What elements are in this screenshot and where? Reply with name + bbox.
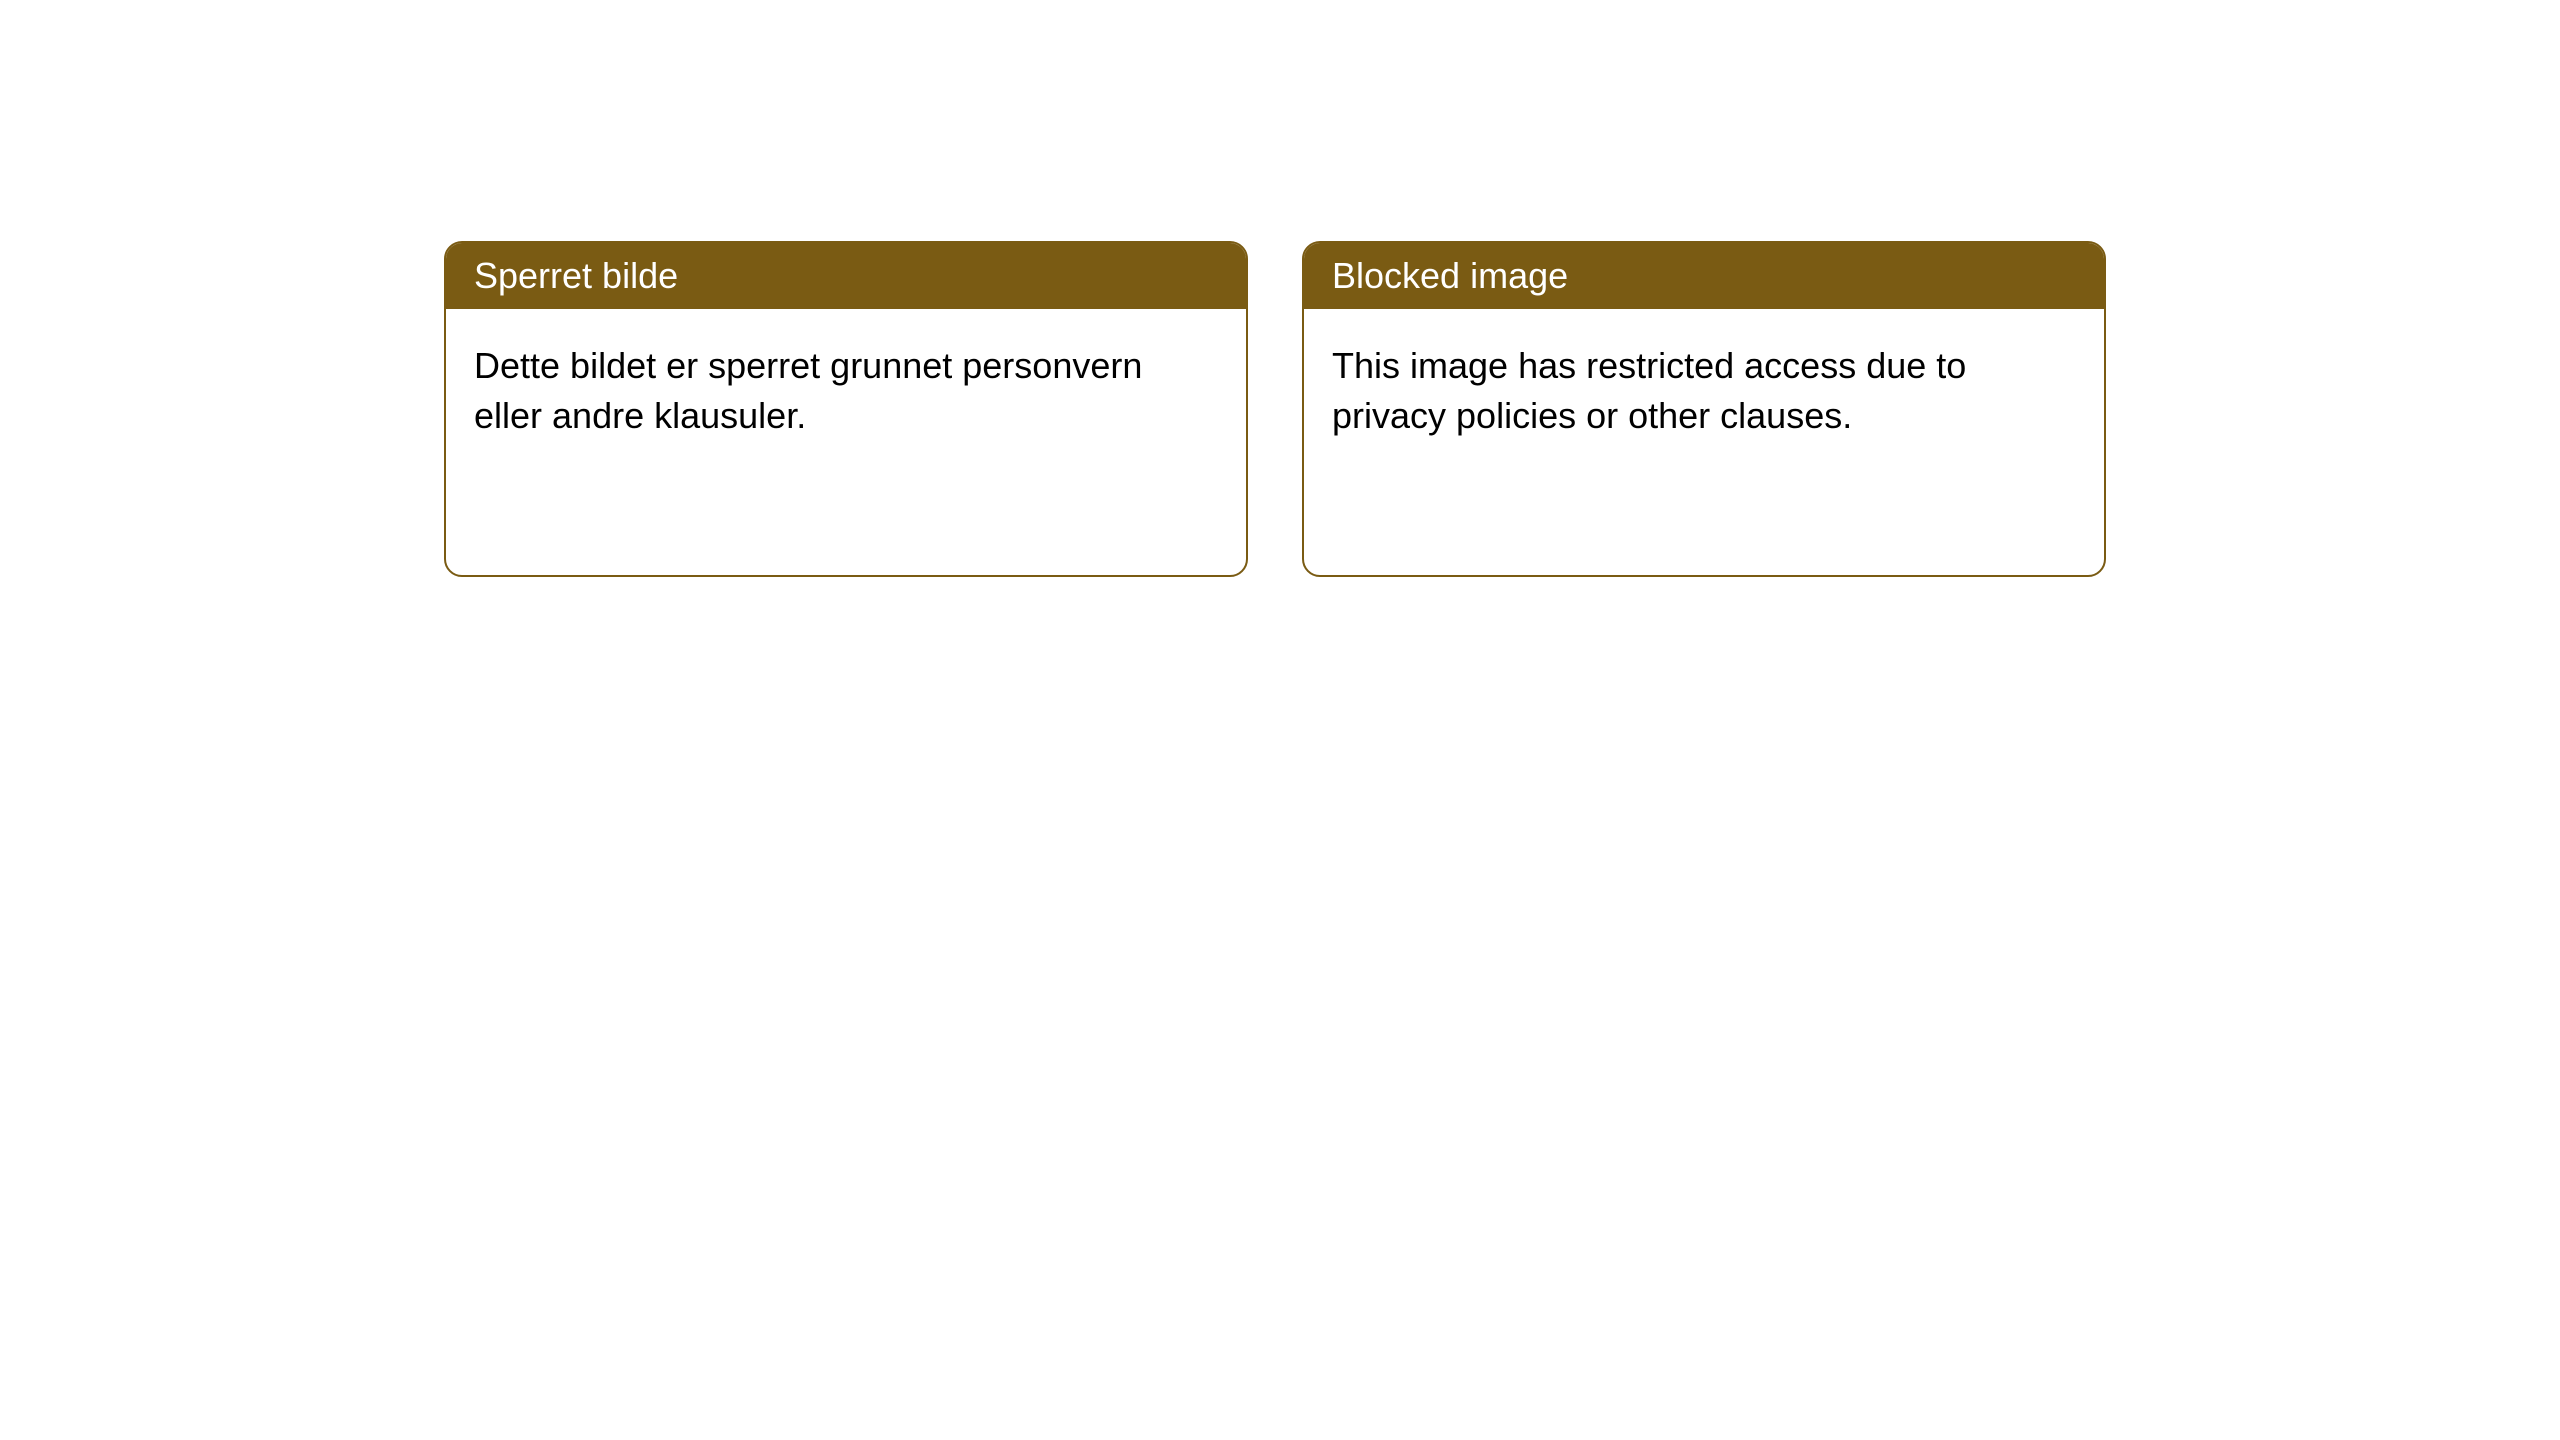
notice-title: Sperret bilde bbox=[446, 243, 1246, 309]
notice-card-english: Blocked image This image has restricted … bbox=[1302, 241, 2106, 577]
notice-title: Blocked image bbox=[1304, 243, 2104, 309]
notice-cards-container: Sperret bilde Dette bildet er sperret gr… bbox=[0, 0, 2560, 577]
notice-body-text: This image has restricted access due to … bbox=[1304, 309, 2104, 474]
notice-body-text: Dette bildet er sperret grunnet personve… bbox=[446, 309, 1246, 474]
notice-card-norwegian: Sperret bilde Dette bildet er sperret gr… bbox=[444, 241, 1248, 577]
